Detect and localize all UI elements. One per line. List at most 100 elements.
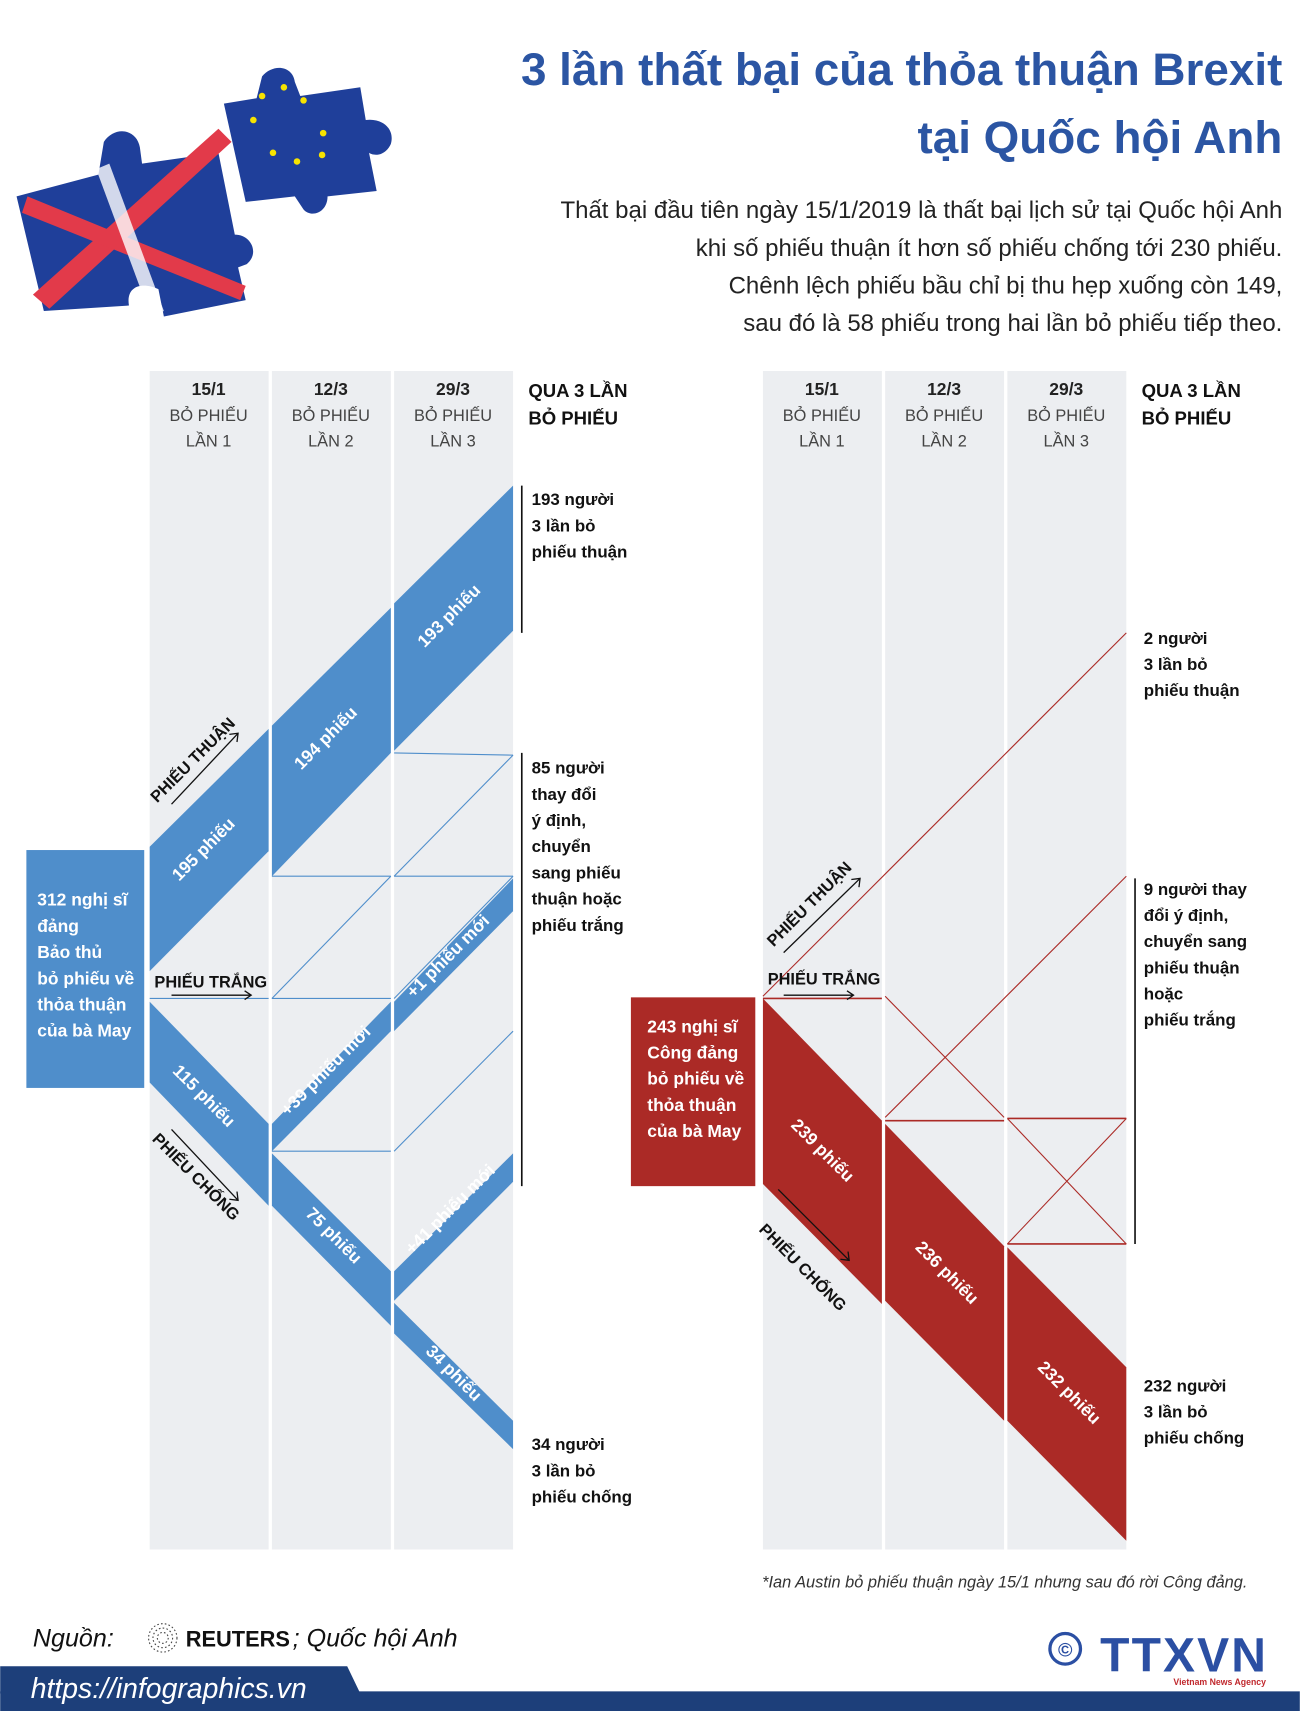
flow-band-against-1 <box>762 998 882 1304</box>
summary-note-line: sang phiếu <box>532 863 621 882</box>
footer-bar <box>0 1691 1300 1711</box>
party-box-text-line: 312 nghị sĩ <box>37 890 128 910</box>
summary-note: 34 người 3 lần bỏ phiếu chống <box>532 1435 633 1506</box>
summary-note-line: 85 người <box>532 759 605 778</box>
intro-text-line: sau đó là 58 phiếu trong hai lần bỏ phiế… <box>743 310 1282 337</box>
flow-band-for-3 <box>394 485 514 751</box>
column-header: BỎ PHIẾU <box>1027 406 1105 425</box>
page-title-line-2: tại Quốc hội Anh <box>917 112 1282 163</box>
conservative-party-box <box>26 850 145 1088</box>
flow-band-against-1 <box>149 1001 269 1206</box>
party-box-text-line: đảng <box>37 916 79 936</box>
arrow-label-abstain: PHIẾU TRẮNG <box>154 973 267 992</box>
flow-band-new-for-3 <box>394 878 514 1032</box>
column-date: 15/1 <box>192 379 226 399</box>
summary-note-line: thuận hoặc <box>532 890 622 909</box>
flow-thin-lines <box>149 752 514 1152</box>
flow-band-new-for-3b <box>394 1153 514 1301</box>
flow-band-against-3 <box>1007 1247 1127 1541</box>
arrow-icons <box>777 877 861 1262</box>
summary-header-line: QUA 3 LẦN <box>528 380 627 401</box>
column-date: 12/3 <box>314 379 348 399</box>
website-link[interactable]: https://infographics.vn <box>31 1673 307 1705</box>
labour-party-box <box>630 997 756 1187</box>
party-box-text-line: của bà May <box>37 1021 131 1041</box>
column-header: LẦN 2 <box>308 431 353 450</box>
summary-header: QUA 3 LẦN BỎ PHIẾU <box>1142 380 1241 428</box>
party-box-text-line: 243 nghị sĩ <box>647 1016 738 1036</box>
page-title-line-1: 3 lần thất bại của thỏa thuận Brexit <box>521 44 1282 95</box>
column-date: 29/3 <box>436 379 470 399</box>
arrow-label-abstain: PHIẾU TRẮNG <box>768 969 881 988</box>
summary-note: 2 người 3 lần bỏ phiếu thuận <box>1144 629 1240 700</box>
summary-note: 193 người 3 lần bỏ phiếu thuận <box>532 490 628 561</box>
flow-band-new-for-2 <box>271 1001 391 1152</box>
summary-note-line: 34 người <box>532 1435 605 1454</box>
source-reuters: REUTERS <box>186 1627 290 1652</box>
summary-note-line: 3 lần bỏ <box>1144 655 1208 674</box>
ttxvn-logo: © TTXVN Vietnam News Agency <box>1048 1630 1266 1687</box>
source-label: Nguồn: <box>33 1625 114 1653</box>
flow-band-against-3 <box>394 1302 514 1450</box>
summary-header-line: BỎ PHIẾU <box>1142 407 1232 428</box>
column-header: BỎ PHIẾU <box>292 406 370 425</box>
party-box-text-line: của bà May <box>647 1121 741 1141</box>
summary-note-line: phiếu trắng <box>532 916 624 935</box>
intro-paragraph: Thất bại đầu tiên ngày 15/1/2019 là thất… <box>560 197 1282 337</box>
column-date: 29/3 <box>1049 379 1083 399</box>
summary-note-line: ý định, <box>532 811 586 830</box>
party-box-text-line: bỏ phiếu về <box>37 968 134 988</box>
intro-text-line: khi số phiếu thuận ít hơn số phiếu chống… <box>696 235 1283 262</box>
intro-text-line: Chênh lệch phiếu bầu chỉ bị thu hẹp xuốn… <box>729 273 1283 300</box>
arrow-icons <box>171 732 253 1202</box>
flow-thin-lines <box>762 632 1127 1245</box>
summary-note-line: 3 lần bỏ <box>532 516 596 535</box>
column-header: BỎ PHIẾU <box>414 406 492 425</box>
summary-note-line: phiếu chống <box>532 1488 633 1507</box>
brexit-puzzle-illustration <box>16 67 392 317</box>
summary-note-line: 193 người <box>532 490 615 509</box>
column-date: 15/1 <box>805 379 839 399</box>
column-header: LẦN 1 <box>799 431 844 450</box>
logo-name: TTXVN <box>1100 1630 1266 1683</box>
summary-note-line: phiếu chống <box>1144 1429 1245 1448</box>
party-box-text: 243 nghị sĩ Công đảng bỏ phiếu về thỏa thuậ… <box>647 1016 744 1141</box>
column-date: 12/3 <box>927 379 961 399</box>
column-header: LẦN 3 <box>430 431 475 450</box>
party-box-text-line: thỏa thuận <box>647 1095 736 1115</box>
footnote: *Ian Austin bỏ phiếu thuận ngày 15/1 như… <box>762 1574 1247 1592</box>
flow-band-against-2 <box>885 1123 1005 1421</box>
column-header: LẦN 1 <box>186 431 231 450</box>
website-tab <box>0 1666 361 1694</box>
flow-band-against-2 <box>271 1153 391 1326</box>
summary-note: 85 người thay đổi ý định, chuyển sang phiếu t… <box>532 759 624 935</box>
summary-note-line: 9 người thay <box>1144 880 1248 899</box>
summary-note: 232 người 3 lần bỏ phiếu chống <box>1144 1376 1245 1447</box>
party-box-text: 312 nghị sĩ đảng Bảo thủ bỏ phiếu về thỏa th… <box>37 890 134 1041</box>
summary-note-line: phiếu thuận <box>1144 958 1240 977</box>
summary-note-line: 232 người <box>1144 1376 1227 1395</box>
column-header: BỎ PHIẾU <box>905 406 983 425</box>
column-header: LẦN 3 <box>1044 431 1089 450</box>
column-header: BỎ PHIẾU <box>170 406 248 425</box>
intro-text: Thất bại đầu tiên ngày 15/1/2019 là thất… <box>560 197 1282 337</box>
summary-note-line: phiếu thuận <box>532 543 628 562</box>
summary-header: QUA 3 LẦN BỎ PHIẾU <box>528 380 627 428</box>
summary-note: 9 người thay đổi ý định, chuyển sang phiếu … <box>1144 880 1248 1030</box>
summary-note-line: chuyển <box>532 837 591 856</box>
summary-note-line: hoặc <box>1144 985 1183 1004</box>
copyright-icon: © <box>1058 1639 1073 1661</box>
summary-note-line: thay đổi <box>532 785 597 804</box>
summary-note-line: phiếu thuận <box>1144 681 1240 700</box>
intro-text-line: Thất bại đầu tiên ngày 15/1/2019 là thất… <box>560 197 1282 224</box>
summary-note-line: đổi ý định, <box>1144 906 1229 925</box>
eu-stars-icon <box>250 84 327 165</box>
reuters-logo-icon <box>148 1623 178 1653</box>
source-rest: ; Quốc hội Anh <box>293 1625 458 1653</box>
summary-note-line: phiếu trắng <box>1144 1011 1236 1030</box>
column-header: LẦN 2 <box>921 431 966 450</box>
summary-header-line: BỎ PHIẾU <box>528 407 618 428</box>
summary-note-line: 3 lần bỏ <box>532 1461 596 1480</box>
flow-band-for-1 <box>149 728 269 972</box>
